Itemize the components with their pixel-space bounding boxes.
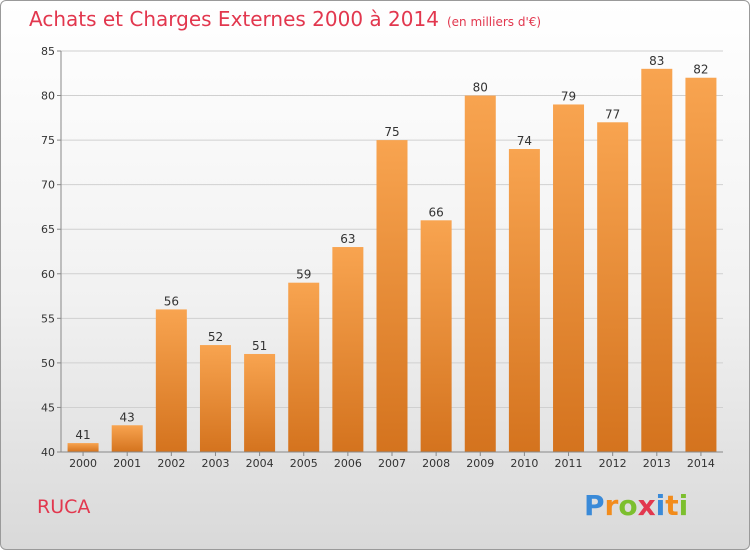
y-tick-label: 45 (41, 401, 55, 414)
y-tick-label: 65 (41, 223, 55, 236)
x-tick-label-2003: 2003 (201, 457, 229, 470)
data-label-2012: 77 (605, 107, 620, 121)
bar-2010 (508, 149, 540, 452)
data-label-2014: 82 (693, 63, 708, 77)
data-label-2000: 41 (75, 428, 90, 442)
commune-name: RUCA (37, 496, 91, 518)
x-tick-label-2005: 2005 (290, 457, 318, 470)
data-label-2009: 80 (473, 81, 488, 95)
bar-2000 (67, 443, 99, 452)
data-label-2005: 59 (296, 268, 311, 282)
bar-2004 (244, 353, 276, 452)
chart-unit-note: (en milliers d'€) (446, 15, 542, 29)
x-tick-label-2006: 2006 (334, 457, 362, 470)
bars: 41 43 56 52 51 59 63 75 66 80 74 79 77 83 82 (67, 54, 717, 453)
bar-2011 (553, 104, 585, 452)
x-tick-label-2000: 2000 (69, 457, 97, 470)
y-tick-label: 50 (41, 357, 55, 370)
x-tick-label-2011: 2011 (555, 457, 583, 470)
chart-title: Achats et Charges Externes 2000 à 2014 (e… (29, 7, 541, 31)
bar-2006 (332, 247, 364, 452)
x-tick-label-2002: 2002 (157, 457, 185, 470)
chart-title-text: Achats et Charges Externes 2000 à 2014 (29, 7, 439, 31)
x-tick-label-2009: 2009 (466, 457, 494, 470)
y-tick-label: 75 (41, 134, 55, 147)
x-tick-label-2014: 2014 (687, 457, 715, 470)
bar-2002 (155, 309, 187, 452)
bar-2013 (641, 68, 673, 453)
y-tick-label: 70 (41, 179, 55, 192)
x-tick-label-2007: 2007 (378, 457, 406, 470)
axes: 40 45 50 55 60 65 70 75 80 85 2000 2001 2002 2003 2004… (41, 45, 723, 470)
bar-2009 (464, 95, 496, 453)
bar-2007 (376, 140, 408, 452)
y-tick-label: 85 (41, 45, 55, 58)
data-label-2013: 83 (649, 54, 664, 68)
data-label-2011: 79 (561, 89, 576, 103)
bar-2003 (199, 345, 231, 452)
y-tick-label: 55 (41, 312, 55, 325)
proxiti-logo: Proxiti (584, 489, 689, 522)
x-tick-label-2008: 2008 (422, 457, 450, 470)
data-label-2010: 74 (517, 134, 532, 148)
x-tick-label-2001: 2001 (113, 457, 141, 470)
x-tick-label-2004: 2004 (246, 457, 274, 470)
y-tick-label: 40 (41, 446, 55, 459)
bar-2005 (288, 282, 320, 452)
bar-2001 (111, 425, 143, 452)
data-label-2006: 63 (340, 232, 355, 246)
data-label-2003: 52 (208, 330, 223, 344)
data-label-2008: 66 (428, 205, 443, 219)
x-tick-label-2013: 2013 (643, 457, 671, 470)
data-label-2007: 75 (384, 125, 399, 139)
data-label-2001: 43 (120, 410, 135, 424)
bar-2012 (597, 122, 629, 453)
data-label-2002: 56 (164, 294, 179, 308)
x-tick-label-2012: 2012 (599, 457, 627, 470)
y-tick-label: 80 (41, 90, 55, 103)
x-tick-label-2010: 2010 (510, 457, 538, 470)
bar-2008 (420, 220, 452, 452)
y-tick-label: 60 (41, 268, 55, 281)
data-label-2004: 51 (252, 339, 267, 353)
bar-2014 (685, 77, 717, 452)
